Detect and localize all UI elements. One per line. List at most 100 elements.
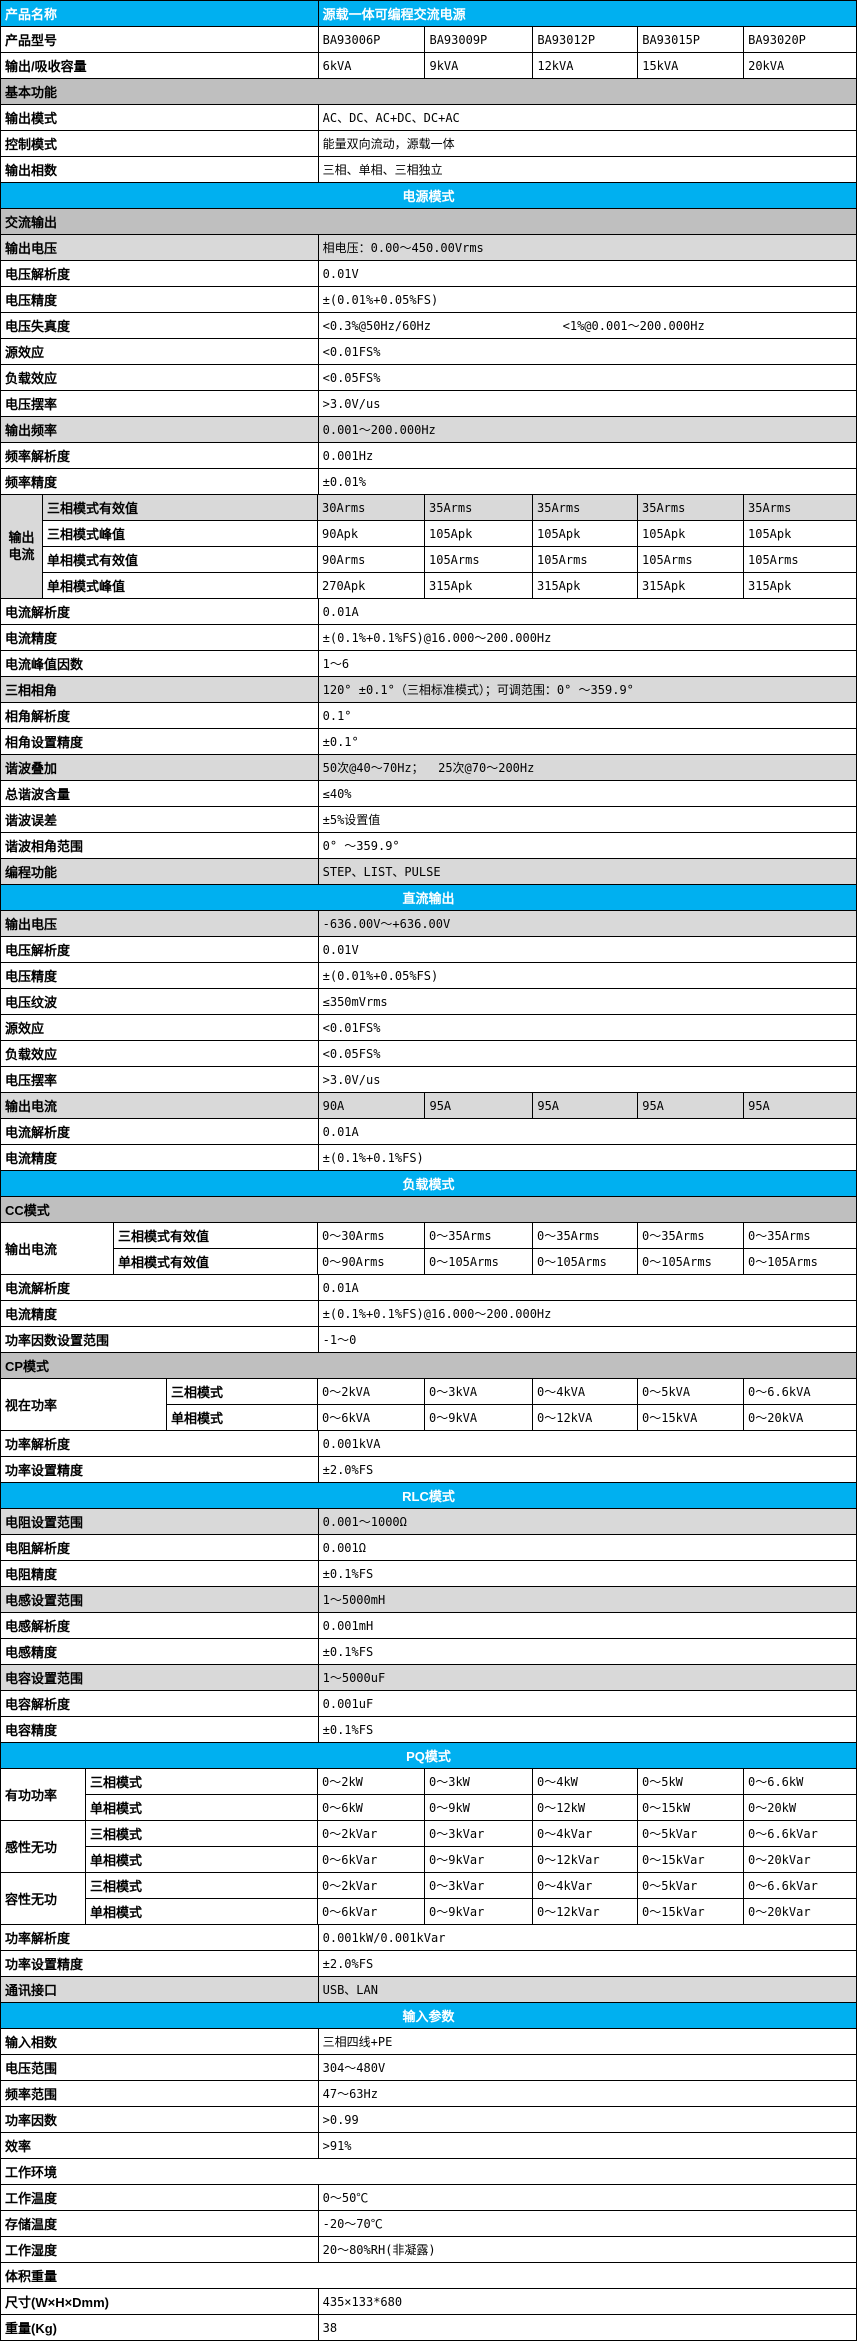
table-row: 工作环境 (1, 2159, 857, 2185)
table-row: 单相模式峰值 270Apk 315Apk 315Apk 315Apk 315Apk (43, 573, 857, 599)
row-label: 重量(Kg) (1, 2315, 319, 2341)
table-row: 电容精度 ±0.1%FS (1, 1717, 857, 1743)
section-header: 交流输出 (1, 209, 857, 235)
table-row: 输出/吸收容量 6kVA 9kVA 12kVA 15kVA 20kVA (1, 53, 857, 79)
table-row: 相角设置精度 ±0.1° (1, 729, 857, 755)
model-value: 90Arms (318, 547, 425, 573)
table-row: CC模式 (1, 1197, 857, 1223)
sub-row-label: 单相模式 (86, 1899, 318, 1925)
row-label: 工作湿度 (1, 2237, 319, 2263)
model-value: BA93012P (533, 27, 639, 53)
table-row: 三相模式峰值 90Apk 105Apk 105Apk 105Apk 105Apk (43, 521, 857, 547)
product-name-value: 源载一体可编程交流电源 (318, 1, 857, 27)
group-subrows: 三相模式 0～2kW 0～3kW 0～4kW 0～5kW 0～6.6kW 单相模式 0～6kW… (86, 1769, 857, 1821)
mode-band-title: RLC模式 (1, 1483, 857, 1509)
sub-row-label: 单相模式峰值 (43, 573, 318, 599)
group-block: 容性无功 三相模式 0～2kVar 0～3kVar 0～4kVar 0～5kVar 0～6.… (1, 1873, 857, 1925)
model-value: 105Apk (533, 521, 638, 547)
table-row: 单相模式 0～6kVar 0～9kVar 0～12kVar 0～15kVar 0～20kV… (86, 1847, 857, 1873)
model-value: 0～20kW (744, 1795, 857, 1821)
model-value: 95A (744, 1093, 857, 1119)
table-row: 三相模式 0～2kW 0～3kW 0～4kW 0～5kW 0～6.6kW (86, 1769, 857, 1795)
model-value: 0～12kVar (533, 1847, 638, 1873)
row-label: 电流精度 (1, 1145, 319, 1171)
row-value: 0.01A (318, 1119, 857, 1145)
table-row: 体积重量 (1, 2263, 857, 2289)
row-label: 电流精度 (1, 625, 319, 651)
table-row: 电压纹波 ≤350mVrms (1, 989, 857, 1015)
row-label: 相角设置精度 (1, 729, 319, 755)
section-header: 基本功能 (1, 79, 857, 105)
row-value: ±(0.1%+0.1%FS)@16.000～200.000Hz (318, 1301, 857, 1327)
model-value: 0～2kVar (318, 1821, 425, 1847)
row-value: 1～5000uF (318, 1665, 857, 1691)
table-row: 三相模式有效值 30Arms 35Arms 35Arms 35Arms 35Arms (43, 495, 857, 521)
model-value: 0～4kW (533, 1769, 638, 1795)
model-value: 105Arms (638, 547, 744, 573)
sub-row-label: 三相模式 (86, 1769, 318, 1795)
model-value: 105Arms (744, 547, 857, 573)
section-header: 工作环境 (1, 2159, 857, 2185)
row-label: 电压范围 (1, 2055, 319, 2081)
row-value: <0.01FS% (318, 1015, 857, 1041)
model-value: 0～6kVar (318, 1899, 425, 1925)
product-name-header: 产品名称 (1, 1, 319, 27)
row-label: 产品型号 (1, 27, 319, 53)
sub-row-label: 单相模式 (86, 1847, 318, 1873)
row-value: ±(0.1%+0.1%FS) (318, 1145, 857, 1171)
row-value: <0.01FS% (318, 339, 857, 365)
model-value: 105Apk (425, 521, 533, 547)
row-value: 0.001Hz (318, 443, 857, 469)
model-value: 0～6.6kW (744, 1769, 857, 1795)
table-row: 产品型号 BA93006P BA93009P BA93012P BA93015P BA93… (1, 27, 857, 53)
row-value: >3.0V/us (318, 1067, 857, 1093)
model-value: 12kVA (533, 53, 639, 79)
model-value: 0～20kVA (744, 1405, 857, 1431)
model-value: 35Arms (425, 495, 533, 521)
table-row: 负载效应 <0.05FS% (1, 1041, 857, 1067)
group-subrows: 三相模式有效值 30Arms 35Arms 35Arms 35Arms 35Arms 三相模… (43, 495, 857, 599)
row-label: 负载效应 (1, 1041, 319, 1067)
model-value: 315Apk (744, 573, 857, 599)
model-value: BA93020P (744, 27, 857, 53)
mode-band-title: 电源模式 (1, 183, 857, 209)
table-row: 谐波叠加 50次@40～70Hz； 25次@70～200Hz (1, 755, 857, 781)
row-value: ≤350mVrms (318, 989, 857, 1015)
model-value: 6kVA (318, 53, 426, 79)
row-value: 0.01V (318, 937, 857, 963)
row-label: 电压失真度 (1, 313, 319, 339)
table-row: 电流解析度 0.01A (1, 599, 857, 625)
model-value: 0～6kVar (318, 1847, 425, 1873)
row-label: 工作温度 (1, 2185, 319, 2211)
model-value: 0～35Arms (533, 1223, 638, 1249)
model-value: 0～20kVar (744, 1899, 857, 1925)
row-label: 输出电压 (1, 235, 319, 261)
row-label: 谐波误差 (1, 807, 319, 833)
table-row: 交流输出 (1, 209, 857, 235)
table-row: 功率设置精度 ±2.0%FS (1, 1457, 857, 1483)
row-label: 尺寸(W×H×Dmm) (1, 2289, 319, 2315)
row-value: <0.05FS% (318, 365, 857, 391)
row-value: USB、LAN (318, 1977, 857, 2003)
row-value: 三相四线+PE (318, 2029, 857, 2055)
group-block: 感性无功 三相模式 0～2kVar 0～3kVar 0～4kVar 0～5kVar 0～6.… (1, 1821, 857, 1873)
model-value: 0～6kVA (318, 1405, 425, 1431)
row-value: 0.001～200.000Hz (318, 417, 857, 443)
group-label: 容性无功 (1, 1873, 86, 1925)
row-value: AC、DC、AC+DC、DC+AC (318, 105, 857, 131)
row-label: 通讯接口 (1, 1977, 319, 2003)
table-row: 总谐波含量 ≤40% (1, 781, 857, 807)
section-header: CP模式 (1, 1353, 857, 1379)
row-label: 功率解析度 (1, 1925, 319, 1951)
row-value: 47～63Hz (318, 2081, 857, 2107)
row-label: 电流解析度 (1, 599, 319, 625)
table-row: 通讯接口 USB、LAN (1, 1977, 857, 2003)
row-value: 20～80%RH(非凝露) (318, 2237, 857, 2263)
model-value: 35Arms (533, 495, 638, 521)
sub-row-label: 三相模式 (86, 1821, 318, 1847)
row-value: 0.01A (318, 599, 857, 625)
table-row: 输出电流 90A 95A 95A 95A 95A (1, 1093, 857, 1119)
model-value: 0～12kVA (533, 1405, 638, 1431)
model-value: 0～4kVar (533, 1821, 638, 1847)
sub-row-label: 三相模式 (167, 1379, 318, 1405)
